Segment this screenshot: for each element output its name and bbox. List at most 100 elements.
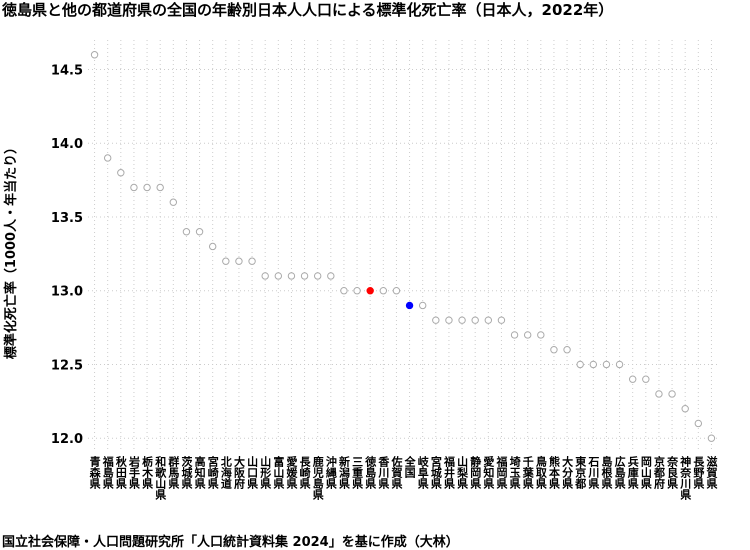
data-point (103, 154, 112, 162)
data-point (668, 390, 676, 398)
x-tick-label: 石川県 (587, 456, 601, 490)
data-point (313, 272, 322, 280)
chart-title: 徳島県と他の都道府県の全国の年齢別日本人人口による標準化死亡率（日本人，2022… (1, 1, 613, 19)
x-tick-label: 兵庫県 (626, 455, 639, 490)
data-point (642, 375, 650, 383)
data-point (471, 316, 479, 324)
y-tick-label: 13.0 (51, 285, 83, 300)
x-tick-label: 神奈川県 (679, 455, 693, 501)
x-tick-label: 茨城県 (180, 455, 193, 490)
data-point (261, 272, 269, 280)
x-tick-label: 青森県 (88, 455, 101, 490)
x-tick-label: 京都府 (652, 455, 666, 490)
x-tick-label: 山梨県 (456, 455, 470, 490)
x-tick-label: 奈良県 (666, 455, 680, 490)
y-tick-label: 14.5 (51, 63, 83, 78)
data-point (287, 272, 296, 280)
x-tick-label: 東京都 (574, 455, 588, 490)
data-point (694, 419, 703, 428)
data-point (379, 287, 388, 295)
caption: 国立社会保障・人口問題研究所「人口統計資料集 2024」を基に作成（大林） (2, 534, 459, 550)
x-tick-label: 北海道 (219, 455, 232, 490)
x-tick-label: 岐阜県 (416, 455, 429, 490)
x-tick-label: 岡山県 (639, 456, 652, 490)
data-point (550, 346, 558, 354)
data-point (117, 169, 125, 177)
data-point (510, 331, 519, 339)
x-tick-label: 福井県 (442, 455, 456, 490)
x-tick-label: 広島県 (613, 455, 626, 490)
x-tick-label: 島根県 (600, 455, 613, 490)
data-point (169, 198, 178, 206)
x-tick-label: 静岡県 (469, 455, 482, 490)
data-point (458, 316, 466, 324)
data-point (576, 360, 584, 369)
x-tick-label: 秋田県 (114, 455, 127, 490)
data-point (418, 301, 427, 310)
data-point (681, 405, 689, 413)
x-tick-label: 佐賀県 (390, 455, 404, 490)
data-point (182, 228, 191, 236)
data-point (602, 360, 611, 369)
data-point (300, 272, 309, 280)
x-tick-label: 沖縄県 (324, 455, 337, 490)
y-tick-label: 13.5 (51, 211, 83, 226)
data-point (523, 331, 532, 339)
x-tick-label: 新潟県 (337, 455, 350, 490)
data-point (589, 360, 598, 369)
data-point (366, 287, 374, 295)
data-point (208, 242, 217, 251)
x-tick-label: 鳥取県 (534, 455, 547, 490)
x-tick-label: 高知県 (193, 455, 207, 490)
data-point (143, 183, 151, 192)
x-tick-label: 岩手県 (127, 455, 141, 490)
data-point (195, 228, 204, 236)
data-point (655, 390, 663, 398)
x-tick-label: 宮崎県 (206, 455, 219, 490)
x-tick-label: 愛知県 (482, 455, 496, 490)
x-tick-label: 鹿児島県 (311, 455, 325, 501)
data-point (497, 316, 506, 324)
x-tick-label: 福岡県 (495, 455, 509, 490)
x-tick-label: 愛媛県 (285, 455, 299, 490)
y-axis-label: 標準化死亡率（1000人・年当たり） (3, 141, 19, 359)
x-tick-label: 富山県 (272, 455, 285, 490)
x-tick-label: 大阪府 (232, 455, 245, 490)
data-point (484, 316, 493, 324)
x-tick-label: 宮城県 (429, 455, 442, 490)
data-point (392, 287, 401, 295)
x-tick-label: 全国 (403, 455, 417, 479)
data-point (405, 301, 414, 310)
y-tick-label: 12.0 (51, 432, 83, 447)
x-tick-label: 長崎県 (298, 456, 311, 490)
data-point (353, 287, 361, 295)
data-point (248, 257, 256, 265)
data-point (563, 346, 571, 354)
data-point (222, 257, 230, 265)
data-point (130, 183, 138, 192)
x-tick-label: 福島県 (101, 455, 115, 490)
data-point (340, 287, 348, 295)
x-tick-label: 長野県 (692, 456, 705, 490)
y-tick-label: 14.0 (51, 137, 83, 152)
data-point (445, 316, 453, 324)
data-point (615, 360, 624, 369)
x-tick-label: 千葉県 (521, 455, 535, 490)
data-point (90, 51, 99, 59)
data-point (707, 434, 716, 442)
data-point (537, 331, 545, 339)
x-tick-label: 熊本県 (547, 455, 560, 490)
data-point (274, 272, 283, 280)
x-tick-label: 山口県 (246, 455, 259, 490)
x-tick-label: 山形県 (259, 455, 272, 490)
x-tick-label: 埼玉県 (508, 455, 521, 490)
data-point (156, 183, 164, 192)
data-point (235, 257, 243, 265)
data-point (432, 316, 440, 324)
x-tick-label: 徳島県 (364, 455, 378, 490)
x-tick-label: 栃木県 (141, 455, 155, 490)
data-point (628, 375, 637, 383)
x-tick-label: 三重県 (351, 456, 364, 490)
